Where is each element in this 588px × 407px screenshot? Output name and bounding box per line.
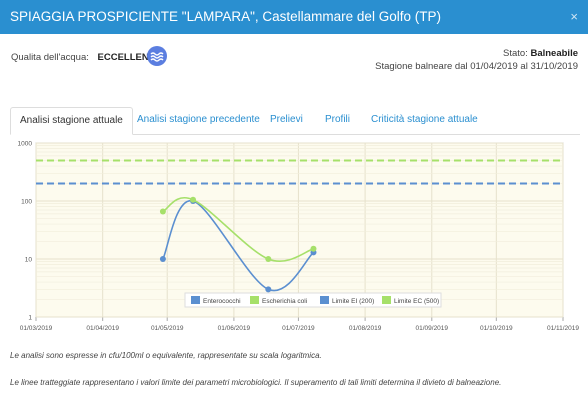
water-quality: Qualita dell'acqua: ECCELLENTE [11, 52, 161, 63]
note-log-scale: Le analisi sono espresse in cfu/100ml o … [10, 351, 322, 360]
data-point [190, 196, 197, 203]
legend-label: Escherichia coli [262, 298, 307, 305]
tab-prelievi[interactable]: Prelievi [270, 114, 303, 125]
status-label: Stato: [503, 48, 528, 59]
legend-box [184, 292, 442, 308]
tab-analisi-stagione-precedente[interactable]: Analisi stagione precedente [137, 114, 260, 125]
x-tick-label: 01/07/2019 [282, 325, 315, 332]
close-icon[interactable]: × [570, 9, 578, 24]
y-tick-label: 1 [28, 315, 32, 322]
plot-area [35, 142, 564, 318]
legend-swatch [250, 296, 259, 304]
x-tick-label: 01/05/2019 [151, 325, 184, 332]
status-value: Balneabile [530, 48, 578, 59]
tab-bar: Analisi stagione attuale Analisi stagion… [10, 107, 580, 135]
legend-swatch [382, 296, 391, 304]
legend-label: Limite EC (500) [394, 298, 439, 305]
x-tick-label: 01/11/2019 [547, 325, 579, 332]
legend-label: Enterococchi [203, 298, 241, 305]
data-point [159, 256, 166, 262]
legend-item: Enterococchi [191, 296, 241, 305]
series-line [162, 197, 314, 262]
legend-item: Limite EC (500) [382, 296, 439, 305]
x-tick-label: 01/04/2019 [86, 325, 119, 332]
y-tick-label: 100 [21, 199, 32, 206]
dialog-title: SPIAGGIA PROSPICIENTE "LAMPARA", Castell… [10, 9, 441, 24]
legend-swatch [320, 296, 329, 304]
water-quality-label: Qualita dell'acqua: [11, 52, 89, 63]
series-line [162, 200, 315, 292]
tab-criticita-stagione-attuale[interactable]: Criticità stagione attuale [371, 114, 478, 125]
x-tick-label: 01/03/2019 [20, 325, 53, 332]
season-period: Stagione balneare dal 01/04/2019 al 31/1… [375, 61, 578, 72]
data-point [310, 245, 317, 252]
legend-swatch [191, 296, 200, 304]
x-tick-label: 01/08/2019 [349, 325, 382, 332]
data-point [265, 286, 272, 293]
y-tick-label: 10 [25, 257, 33, 264]
x-tick-label: 01/09/2019 [416, 325, 449, 332]
analysis-chart: 01/03/2019 01/04/2019 01/05/2019 01/06/2019… [18, 141, 580, 333]
tab-profili[interactable]: Profili [325, 114, 351, 125]
dialog-header: SPIAGGIA PROSPICIENTE "LAMPARA", Castell… [0, 0, 588, 34]
legend-item: Escherichia coli [250, 296, 307, 305]
status-block: Stato: Balneabile Stagione balneare dal … [375, 47, 578, 73]
data-point [159, 208, 166, 215]
legend-item: Limite EI (200) [320, 296, 374, 305]
wave-icon [147, 46, 167, 66]
legend-label: Limite EI (200) [332, 298, 374, 305]
note-limits: Le linee tratteggiate rappresentano i va… [10, 378, 502, 387]
chart-legend: Enterococchi Escherichia coli Limite EI (2… [184, 292, 442, 308]
tab-analisi-stagione-attuale[interactable]: Analisi stagione attuale [10, 107, 133, 135]
data-point [265, 256, 272, 262]
y-tick-label: 1000 [18, 141, 33, 148]
water-quality-value: ECCELLENTE [97, 52, 161, 63]
x-tick-label: 01/10/2019 [480, 325, 513, 332]
x-tick-label: 01/06/2019 [218, 325, 251, 332]
